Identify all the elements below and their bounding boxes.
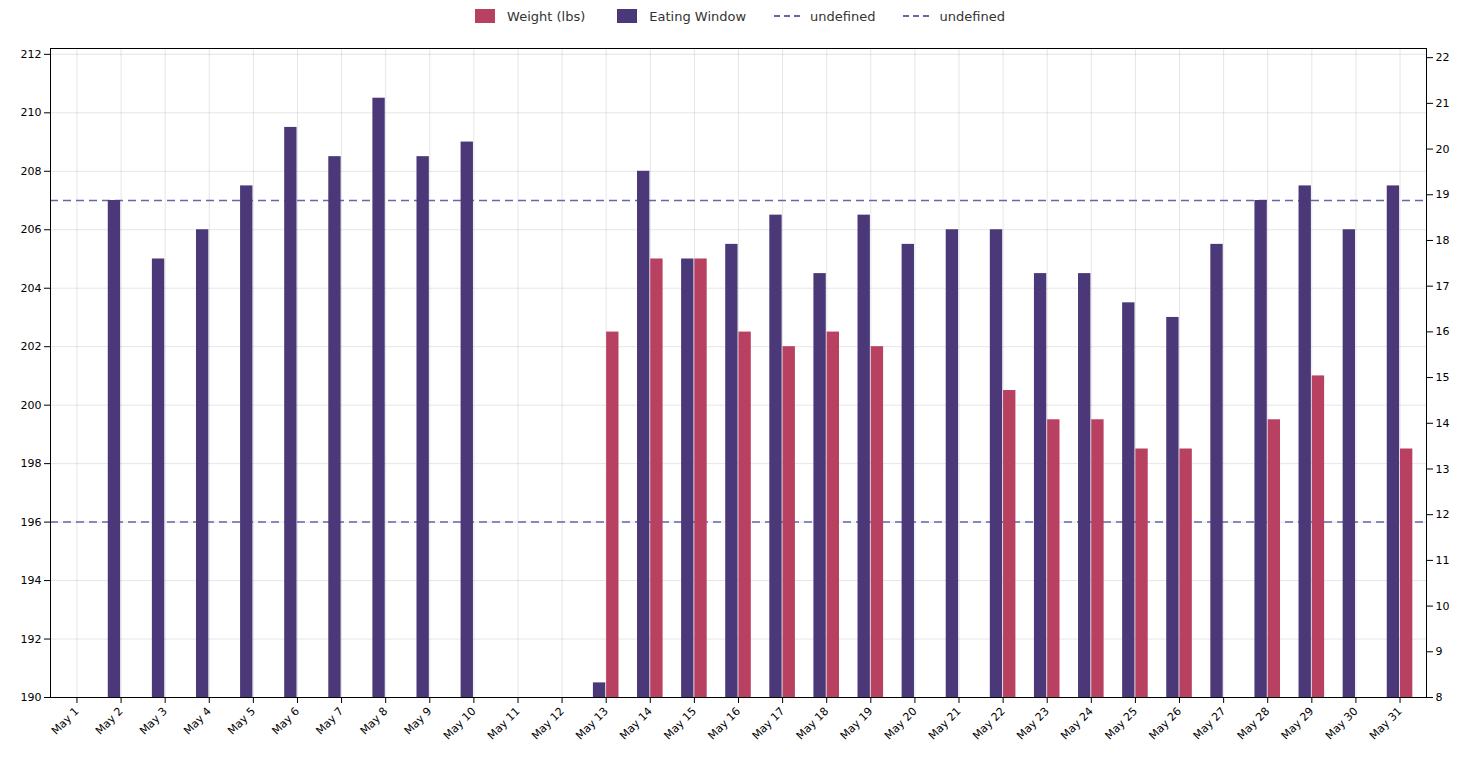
svg-text:204: 204 <box>21 282 42 295</box>
svg-text:20: 20 <box>1436 143 1450 156</box>
svg-text:May 20: May 20 <box>882 705 920 743</box>
svg-text:14: 14 <box>1436 417 1450 430</box>
svg-text:May 30: May 30 <box>1323 705 1361 743</box>
svg-text:May 10: May 10 <box>441 705 479 743</box>
svg-text:18: 18 <box>1436 234 1450 247</box>
svg-text:May 2: May 2 <box>93 705 126 738</box>
svg-text:212: 212 <box>21 48 42 61</box>
svg-text:May 5: May 5 <box>225 705 258 738</box>
svg-text:208: 208 <box>21 165 42 178</box>
svg-text:22: 22 <box>1436 51 1450 64</box>
svg-text:May 18: May 18 <box>794 705 832 743</box>
svg-text:10: 10 <box>1436 600 1450 613</box>
svg-text:21: 21 <box>1436 97 1450 110</box>
svg-text:May 4: May 4 <box>181 705 214 738</box>
svg-text:202: 202 <box>21 340 42 353</box>
svg-text:May 1: May 1 <box>49 705 82 738</box>
svg-text:May 31: May 31 <box>1367 705 1405 743</box>
svg-text:May 24: May 24 <box>1058 705 1096 743</box>
svg-text:May 11: May 11 <box>485 705 523 743</box>
svg-text:210: 210 <box>21 106 42 119</box>
svg-text:190: 190 <box>21 691 42 704</box>
svg-text:17: 17 <box>1436 280 1450 293</box>
svg-text:May 3: May 3 <box>137 705 170 738</box>
svg-text:May 9: May 9 <box>402 705 435 738</box>
svg-text:194: 194 <box>21 574 42 587</box>
svg-text:206: 206 <box>21 223 42 236</box>
svg-text:May 8: May 8 <box>358 705 391 738</box>
svg-text:May 23: May 23 <box>1014 705 1052 743</box>
svg-text:196: 196 <box>21 516 42 529</box>
html-text:undefined: undefined <box>810 8 876 24</box>
svg-text:12: 12 <box>1436 508 1450 521</box>
svg-text:May 21: May 21 <box>926 705 964 743</box>
svg-text:9: 9 <box>1436 645 1443 658</box>
svg-text:May 29: May 29 <box>1279 705 1317 743</box>
svg-text:May 27: May 27 <box>1191 705 1229 743</box>
svg-text:19: 19 <box>1436 188 1450 201</box>
svg-text:May 15: May 15 <box>661 705 699 743</box>
svg-text:May 13: May 13 <box>573 705 611 743</box>
svg-text:15: 15 <box>1436 371 1450 384</box>
svg-text:May 22: May 22 <box>970 705 1008 743</box>
svg-text:May 16: May 16 <box>705 705 743 743</box>
html-text:undefined: undefined <box>939 8 1005 24</box>
svg-text:200: 200 <box>21 399 42 412</box>
svg-text:May 6: May 6 <box>269 705 302 738</box>
html-text:Eating Window: Eating Window <box>649 8 747 24</box>
svg-text:11: 11 <box>1436 554 1450 567</box>
svg-text:May 26: May 26 <box>1146 705 1184 743</box>
svg-text:May 14: May 14 <box>617 705 655 743</box>
svg-text:May 19: May 19 <box>838 705 876 743</box>
svg-text:May 12: May 12 <box>529 705 567 743</box>
svg-text:May 28: May 28 <box>1235 705 1273 743</box>
svg-text:198: 198 <box>21 457 42 470</box>
svg-text:May 17: May 17 <box>750 705 788 743</box>
svg-text:May 25: May 25 <box>1102 705 1140 743</box>
svg-text:8: 8 <box>1436 691 1443 704</box>
svg-text:May 7: May 7 <box>313 705 346 738</box>
svg-text:16: 16 <box>1436 325 1450 338</box>
svg-text:192: 192 <box>21 633 42 646</box>
html-text:Weight (lbs): Weight (lbs) <box>507 8 586 24</box>
svg-text:13: 13 <box>1436 462 1450 475</box>
